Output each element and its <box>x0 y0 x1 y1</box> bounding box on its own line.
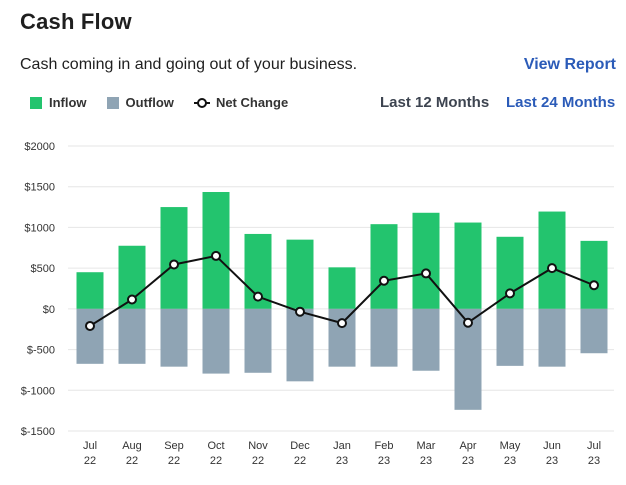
x-tick-month: Nov <box>248 440 268 452</box>
x-tick-month: Feb <box>375 440 394 452</box>
x-tick-month: Sep <box>164 440 184 452</box>
x-tick-year: 22 <box>84 455 96 467</box>
net-change-point[interactable] <box>337 318 347 329</box>
legend-outflow-label: Outflow <box>125 95 174 110</box>
inflow-bar[interactable] <box>202 192 230 309</box>
legend-net-change-label: Net Change <box>215 95 289 110</box>
legend-outflow[interactable]: Outflow <box>106 95 174 110</box>
y-tick-label: $1000 <box>24 222 55 234</box>
inflow-bar[interactable] <box>580 240 608 309</box>
inflow-bar[interactable] <box>538 211 566 309</box>
y-tick-label: $0 <box>43 304 55 316</box>
inflow-bar[interactable] <box>412 212 440 309</box>
net-change-point[interactable] <box>379 275 389 286</box>
x-tick-month: Jun <box>543 440 561 452</box>
cash-flow-chart: $2000 $1500 $1000 $500 $0 $-500 $-1000 $-1500 Ju… <box>21 141 614 467</box>
chart-legend: Inflow Outflow Net Change <box>30 95 308 110</box>
outflow-bar[interactable] <box>496 308 524 366</box>
x-tick-year: 23 <box>546 455 558 467</box>
x-tick-month: Dec <box>290 440 310 452</box>
y-tick-label: $-1500 <box>21 426 55 438</box>
x-tick-year: 22 <box>168 455 180 467</box>
legend-net-change[interactable]: Net Change <box>193 95 289 110</box>
net-change-point[interactable] <box>295 306 305 317</box>
y-tick-label: $1500 <box>24 182 55 194</box>
x-tick-year: 23 <box>588 455 600 467</box>
x-tick-year: 22 <box>126 455 138 467</box>
legend-inflow-label: Inflow <box>49 95 87 110</box>
x-tick-month: Mar <box>417 440 436 452</box>
x-tick-month: Oct <box>207 440 224 452</box>
y-tick-label: $-500 <box>27 345 55 357</box>
net-change-point[interactable] <box>211 250 221 261</box>
inflow-bar[interactable] <box>370 224 398 309</box>
outflow-bar[interactable] <box>370 308 398 367</box>
x-tick-month: Aug <box>122 440 142 452</box>
outflow-swatch <box>106 96 119 109</box>
x-tick-month: Jul <box>587 440 601 452</box>
net-change-point[interactable] <box>505 288 515 299</box>
x-tick-year: 23 <box>378 455 390 467</box>
net-change-point[interactable] <box>169 259 179 270</box>
outflow-bar[interactable] <box>286 308 314 382</box>
x-tick-year: 22 <box>252 455 264 467</box>
net-change-point[interactable] <box>463 317 473 328</box>
x-tick-month: Jul <box>83 440 97 452</box>
last-12-months-button[interactable]: Last 12 Months <box>380 94 490 111</box>
x-tick-year: 23 <box>504 455 516 467</box>
net-change-point[interactable] <box>547 263 557 274</box>
last-24-months-button[interactable]: Last 24 Months <box>506 94 616 111</box>
inflow-bar[interactable] <box>454 222 482 309</box>
x-tick-month: Apr <box>459 440 476 452</box>
net-change-point[interactable] <box>85 320 95 331</box>
outflow-bar[interactable] <box>412 308 440 371</box>
outflow-bar[interactable] <box>160 308 188 367</box>
outflow-bar[interactable] <box>538 308 566 367</box>
outflow-bar[interactable] <box>580 308 608 354</box>
net-change-point[interactable] <box>127 294 137 305</box>
view-report-link[interactable]: View Report <box>523 56 616 73</box>
x-tick-year: 23 <box>336 455 348 467</box>
inflow-bar[interactable] <box>328 267 356 309</box>
x-tick-year: 22 <box>294 455 306 467</box>
outflow-bar[interactable] <box>202 308 230 374</box>
y-tick-label: $-1000 <box>21 385 55 397</box>
inflow-swatch <box>30 96 42 109</box>
line-marker-icon <box>193 97 210 108</box>
y-tick-label: $2000 <box>24 141 55 153</box>
x-tick-year: 22 <box>210 455 222 467</box>
y-tick-label: $500 <box>31 263 55 275</box>
inflow-bar[interactable] <box>286 239 314 309</box>
net-change-point[interactable] <box>589 280 599 291</box>
outflow-bar[interactable] <box>328 308 356 367</box>
net-change-point[interactable] <box>253 291 263 302</box>
outflow-bar[interactable] <box>76 308 104 364</box>
net-change-point[interactable] <box>421 268 431 279</box>
x-tick-month: Jan <box>333 440 351 452</box>
legend-inflow[interactable]: Inflow <box>30 95 87 110</box>
outflow-bar[interactable] <box>244 308 272 373</box>
inflow-bar[interactable] <box>160 207 188 309</box>
x-tick-year: 23 <box>420 455 432 467</box>
page-subtitle: Cash coming in and going out of your bus… <box>20 56 358 73</box>
page-title: Cash Flow <box>20 9 132 34</box>
x-tick-month: May <box>500 440 521 452</box>
inflow-bar[interactable] <box>76 272 104 309</box>
x-tick-year: 23 <box>462 455 474 467</box>
outflow-bar[interactable] <box>118 308 146 364</box>
